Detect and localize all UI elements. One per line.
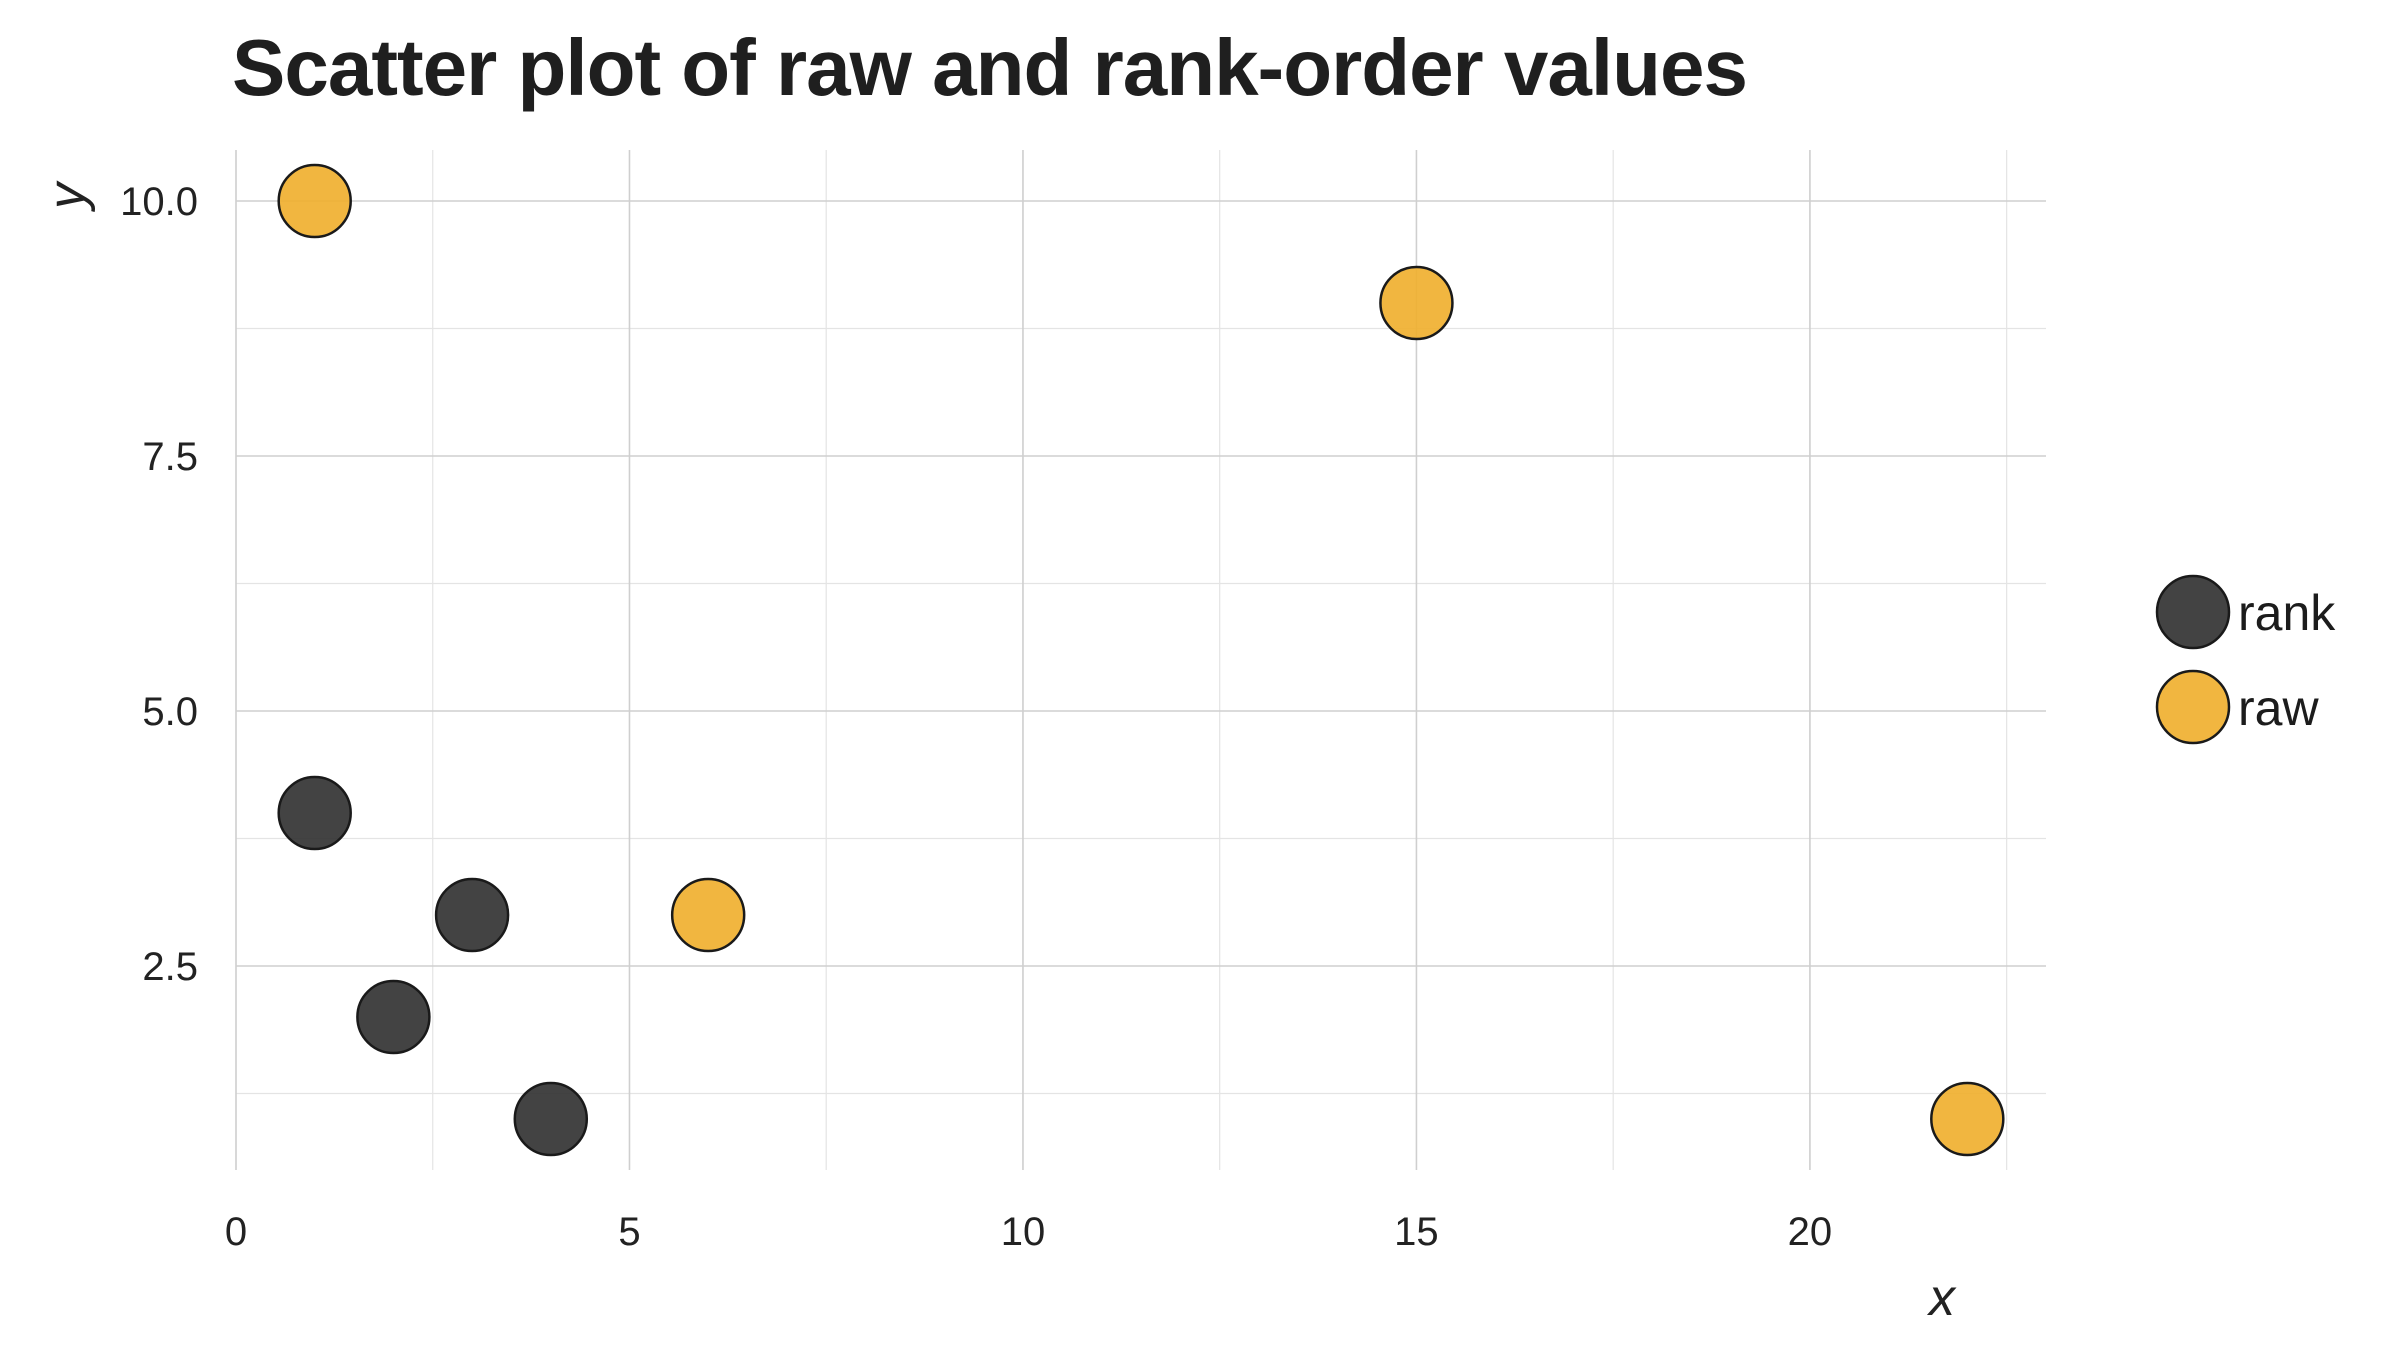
data-points xyxy=(277,163,2005,1157)
legend-label-raw: raw xyxy=(2238,680,2319,736)
x-tick-label: 20 xyxy=(1788,1210,1833,1254)
data-point-rank xyxy=(513,1081,589,1157)
x-axis-ticks: 0 5 10 15 20 xyxy=(225,1210,1832,1254)
y-tick-label: 5.0 xyxy=(142,690,198,734)
y-tick-label: 2.5 xyxy=(142,945,198,989)
x-tick-label: 10 xyxy=(1001,1210,1046,1254)
y-tick-label: 10.0 xyxy=(120,180,198,224)
data-point-raw xyxy=(670,877,746,953)
legend-swatch-rank xyxy=(2155,574,2231,650)
data-point-raw xyxy=(1930,1081,2005,1157)
chart-title: Scatter plot of raw and rank-order value… xyxy=(232,23,1748,112)
x-tick-label: 15 xyxy=(1394,1210,1439,1254)
data-point-raw xyxy=(1379,265,1454,341)
legend-label-rank: rank xyxy=(2238,585,2336,641)
x-tick-label: 5 xyxy=(618,1210,640,1254)
legend-swatch-raw xyxy=(2155,669,2231,745)
y-axis-ticks: 2.5 5.0 7.5 10.0 xyxy=(120,180,198,989)
grid xyxy=(235,150,2046,1170)
x-tick-label: 0 xyxy=(225,1210,247,1254)
legend[interactable]: rank raw xyxy=(2155,574,2336,745)
data-point-rank xyxy=(277,775,352,851)
y-tick-label: 7.5 xyxy=(142,435,198,479)
data-point-rank xyxy=(356,979,431,1055)
x-axis-title: x xyxy=(1926,1269,1957,1327)
data-point-rank xyxy=(434,877,510,953)
data-point-raw xyxy=(277,163,352,239)
y-axis-title: y xyxy=(38,180,96,212)
